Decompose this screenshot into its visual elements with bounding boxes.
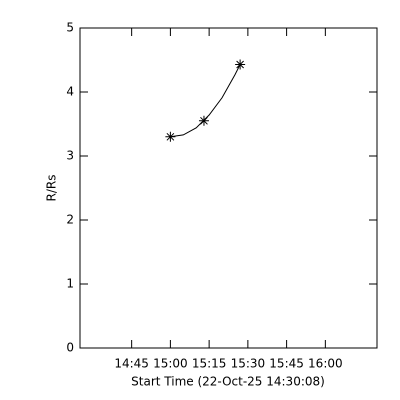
x-tick-label: 15:00 bbox=[153, 357, 188, 371]
plot-frame bbox=[79, 27, 378, 349]
asterisk-marker bbox=[165, 131, 176, 142]
x-tick-label: 15:30 bbox=[231, 357, 266, 371]
y-tick-label: 5 bbox=[66, 21, 74, 35]
y-tick-label: 2 bbox=[66, 213, 74, 227]
x-tick-label: 15:45 bbox=[269, 357, 304, 371]
x-tick-label: 14:45 bbox=[114, 357, 149, 371]
asterisk-marker bbox=[235, 59, 246, 70]
y-tick-label: 3 bbox=[66, 149, 74, 163]
x-tick-label: 15:15 bbox=[192, 357, 227, 371]
y-tick-label: 1 bbox=[66, 277, 74, 291]
fit-line bbox=[170, 64, 241, 138]
x-tick-label: 16:00 bbox=[308, 357, 343, 371]
y-tick-label: 4 bbox=[66, 85, 74, 99]
x-axis-label: Start Time (22-Oct-25 14:30:08) bbox=[131, 375, 325, 389]
y-axis-label: R/Rs bbox=[45, 175, 59, 202]
y-tick-label: 0 bbox=[66, 341, 74, 355]
